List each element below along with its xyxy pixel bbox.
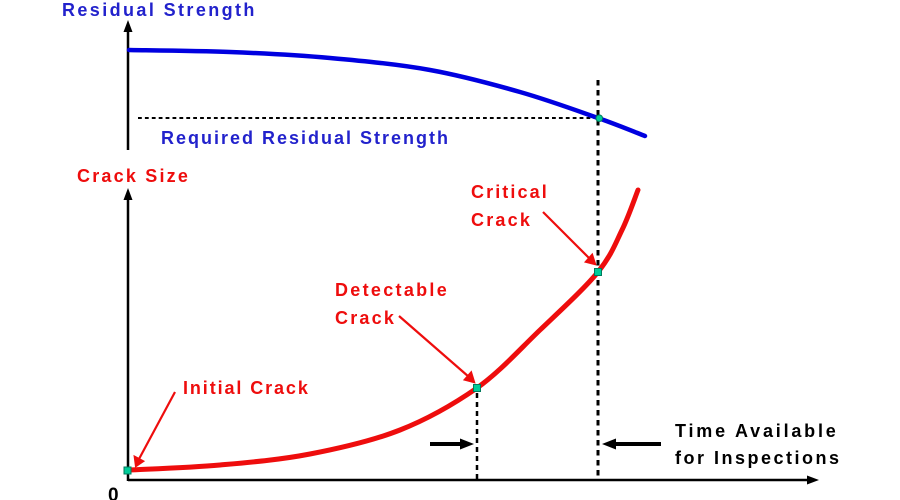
svg-text:Crack Size: Crack Size <box>77 166 190 186</box>
svg-text:0: 0 <box>108 485 119 500</box>
svg-text:Critical: Critical <box>471 182 549 202</box>
svg-text:Residual Strength: Residual Strength <box>62 0 257 20</box>
svg-text:Time Available: Time Available <box>675 421 839 441</box>
svg-text:for Inspections: for Inspections <box>675 448 842 468</box>
svg-text:Crack: Crack <box>335 308 396 328</box>
svg-text:Detectable: Detectable <box>335 280 449 300</box>
svg-text:Crack: Crack <box>471 210 532 230</box>
svg-text:Required Residual Strength: Required Residual Strength <box>161 128 450 148</box>
svg-text:Initial Crack: Initial Crack <box>183 378 310 398</box>
